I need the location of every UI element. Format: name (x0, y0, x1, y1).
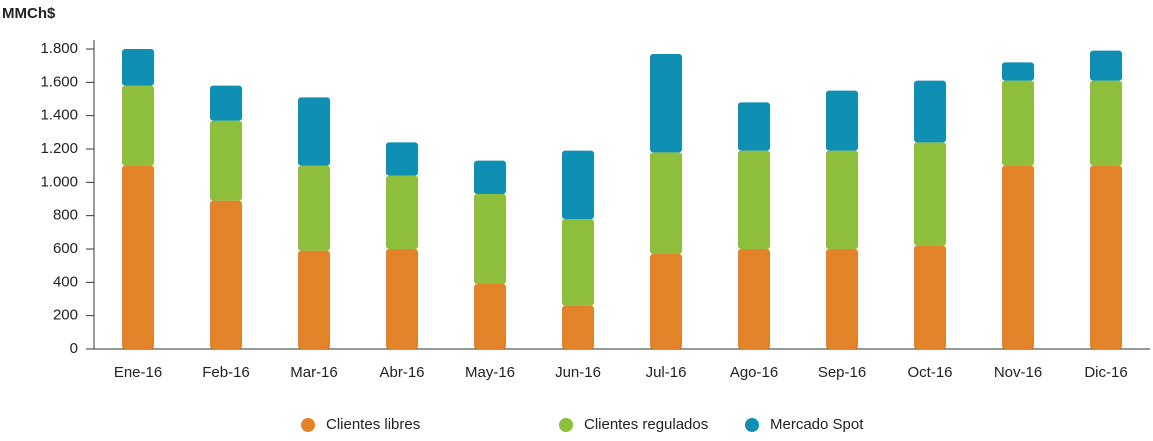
legend-label: Clientes regulados (584, 416, 708, 433)
legend-label: Clientes libres (326, 416, 420, 433)
y-axis-label: MMCh$ (2, 5, 56, 22)
bar-segment (386, 142, 418, 176)
bar-segment (562, 150, 594, 219)
x-tick-label: Sep-16 (818, 364, 866, 381)
x-tick-label: Jun-16 (555, 364, 601, 381)
bar-segment (210, 85, 242, 121)
legend-swatch (745, 418, 759, 432)
bar-segment (122, 165, 154, 349)
bar-segment (1002, 165, 1034, 349)
y-tick-label: 400 (53, 273, 78, 290)
bar-segment (386, 175, 418, 249)
y-tick-label: 1.000 (40, 173, 78, 190)
bar-segment (1090, 50, 1122, 81)
x-tick-label: Oct-16 (907, 364, 952, 381)
bar-segment (914, 80, 946, 143)
x-tick-label: Jul-16 (646, 364, 687, 381)
bar-segment (1090, 80, 1122, 166)
bar-segment (826, 150, 858, 249)
y-tick-label: 1.400 (40, 107, 78, 124)
x-tick-label: Abr-16 (379, 364, 424, 381)
legend-label: Mercado Spot (770, 416, 864, 433)
bar-segment (1002, 80, 1034, 166)
bar-segment (650, 152, 682, 254)
bar-segment (738, 102, 770, 151)
bar-segment (474, 284, 506, 349)
bar-segment (1090, 165, 1122, 349)
x-tick-label: May-16 (465, 364, 515, 381)
y-tick-label: 0 (70, 340, 78, 357)
y-tick-label: 800 (53, 207, 78, 224)
bar-segment (298, 97, 330, 166)
y-tick-label: 200 (53, 307, 78, 324)
bar-segment (826, 90, 858, 151)
y-tick-label: 1.200 (40, 140, 78, 157)
bar-segment (562, 305, 594, 349)
bar-segment (914, 245, 946, 349)
legend-swatch (301, 418, 315, 432)
bar-segment (474, 160, 506, 194)
bar-segment (210, 120, 242, 201)
bar-segment (122, 49, 154, 86)
x-tick-label: Ago-16 (730, 364, 778, 381)
bar-segment (1002, 62, 1034, 81)
bar-segment (386, 249, 418, 349)
y-tick-label: 600 (53, 240, 78, 257)
y-tick-label: 1.600 (40, 73, 78, 90)
x-tick-label: Feb-16 (202, 364, 250, 381)
x-tick-label: Nov-16 (994, 364, 1042, 381)
bar-segment (738, 249, 770, 349)
bar-segment (210, 200, 242, 349)
bar-segment (914, 142, 946, 246)
x-tick-label: Mar-16 (290, 364, 338, 381)
bar-segment (650, 54, 682, 153)
bar-segment (650, 254, 682, 349)
bar-segment (298, 165, 330, 251)
x-tick-label: Dic-16 (1084, 364, 1127, 381)
bar-segment (738, 150, 770, 249)
x-tick-label: Ene-16 (114, 364, 162, 381)
bar-segment (298, 250, 330, 349)
bar-segment (826, 249, 858, 349)
bar-segment (122, 85, 154, 166)
legend-swatch (559, 418, 573, 432)
y-tick-label: 1.800 (40, 40, 78, 57)
bar-segment (474, 194, 506, 284)
bar-segment (562, 219, 594, 306)
